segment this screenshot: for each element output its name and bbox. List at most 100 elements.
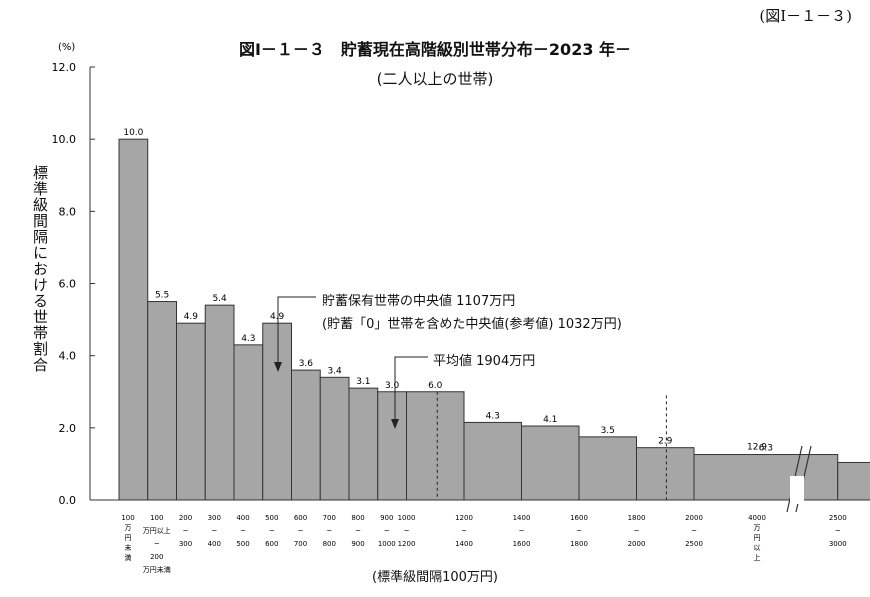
x-tick-label: 1000: [398, 514, 416, 522]
bar-value-label: 5.4: [212, 294, 227, 304]
bar: [837, 461, 870, 501]
median-annotation-line2: (貯蓄「0」世帯を含めた中央値(参考値) 1032万円): [322, 317, 622, 332]
x-tick-label: ~: [835, 527, 841, 535]
bar: [233, 344, 264, 501]
x-tick-label: 1800: [628, 514, 646, 522]
bar: [291, 369, 321, 501]
figure-reference: (図Ⅰ－１－３): [759, 7, 852, 25]
bar: [406, 391, 465, 501]
bar-value-label: 5.5: [155, 291, 169, 301]
y-tick-label: 12.0: [52, 61, 77, 74]
bar-value-label: 6.0: [428, 381, 443, 391]
y-axis-label: 標準級間隔における世帯割合: [31, 165, 49, 373]
x-tick-label: 1200: [455, 514, 473, 522]
x-tick-label: 以: [754, 544, 761, 552]
x-tick-label: 800: [323, 540, 336, 548]
x-tick-label: 500: [265, 514, 278, 522]
x-tick-label: 未: [125, 543, 132, 552]
x-axis-label: (標準級間隔100万円): [372, 570, 498, 585]
x-tick-label: 1600: [513, 540, 531, 548]
bar-value-label: 10.0: [123, 128, 143, 138]
y-tick-label: 4.0: [59, 350, 77, 363]
x-tick-label: 900: [380, 514, 393, 522]
x-tick-label: 800: [351, 514, 364, 522]
chart-subtitle: (二人以上の世帯): [376, 70, 494, 88]
x-tick-label: 万円以上: [143, 526, 171, 535]
x-tick-label: 100: [150, 514, 163, 522]
x-tick-label: 900: [351, 540, 364, 548]
x-tick-label: 円: [125, 534, 132, 542]
x-tick-label: ~: [269, 527, 275, 535]
bar-value-label: 12.9: [747, 442, 767, 452]
x-tick-label: 1600: [570, 514, 588, 522]
median-annotation-line1: 貯蓄保有世帯の中央値 1107万円: [322, 294, 516, 309]
bar: [521, 425, 580, 501]
y-axis-unit: (%): [58, 42, 75, 53]
x-tick-label: 2000: [685, 514, 703, 522]
median-arrow-line: [277, 296, 316, 370]
bar: [636, 447, 695, 501]
x-tick-label: ~: [211, 527, 217, 535]
x-tick-label: ~: [154, 540, 160, 548]
x-tick-label: 200: [150, 553, 163, 561]
x-tick-label: ~: [519, 527, 525, 535]
x-tick-label: 600: [294, 514, 307, 522]
y-tick-label: 0.0: [59, 494, 77, 507]
x-tick-label: 500: [236, 540, 249, 548]
x-tick-label: 400: [236, 514, 249, 522]
bar-value-label: 3.1: [356, 377, 370, 387]
mean-arrow-head: [391, 419, 399, 429]
x-tick-label: 2500: [685, 540, 703, 548]
x-tick-label: 300: [179, 540, 192, 548]
bar: [463, 421, 522, 501]
mean-annotation: 平均値 1904万円: [433, 354, 536, 369]
bar: [348, 387, 379, 501]
x-tick-label: 万: [754, 524, 761, 532]
bar-value-label: 2.9: [658, 437, 673, 447]
bar-value-label: 3.4: [327, 366, 342, 376]
x-tick-label: 満: [125, 554, 132, 562]
bar-value-label: 4.9: [184, 312, 199, 322]
bar-value-label: 4.3: [241, 334, 255, 344]
axis-break-gap: [790, 476, 804, 504]
x-tick-label: ~: [461, 527, 467, 535]
x-tick-label: 1800: [570, 540, 588, 548]
x-tick-label: ~: [404, 527, 410, 535]
bar-value-label: 4.9: [270, 312, 285, 322]
x-tick-label: 4000: [748, 514, 766, 522]
bar: [319, 376, 350, 501]
x-tick-label: ~: [384, 527, 390, 535]
bar-value-label: 4.1: [543, 415, 557, 425]
x-tick-label: 300: [208, 514, 221, 522]
y-tick-label: 6.0: [59, 278, 77, 291]
y-tick-label: 10.0: [52, 133, 77, 146]
median-arrow-head: [274, 362, 282, 372]
x-tick-label: 1200: [398, 540, 416, 548]
x-tick-label: 万: [125, 524, 132, 532]
bar: [176, 322, 206, 501]
x-tick-label: ~: [355, 527, 361, 535]
mean-arrow-line: [394, 356, 428, 427]
bar: [377, 391, 407, 501]
bar: [204, 304, 235, 501]
bar-value-label: 4.3: [486, 411, 500, 421]
chart-title: 図Ⅰ－１－３ 貯蓄現在高階級別世帯分布－2023 年－: [238, 40, 632, 59]
x-tick-label: 1000: [378, 540, 396, 548]
x-tick-label: 2000: [628, 540, 646, 548]
bar-value-label: 3.6: [299, 359, 314, 369]
bar: [578, 436, 637, 501]
y-tick-label: 8.0: [59, 205, 77, 218]
x-tick-label: 3000: [829, 540, 847, 548]
x-tick-label: ~: [691, 527, 697, 535]
x-tick-label: 700: [323, 514, 336, 522]
x-tick-label: 700: [294, 540, 307, 548]
x-tick-label: 100: [121, 514, 134, 522]
bar-value-label: 3.5: [601, 426, 615, 436]
y-tick-label: 2.0: [59, 422, 77, 435]
bar: [262, 322, 292, 501]
x-tick-label: ~: [634, 527, 640, 535]
x-tick-label: ~: [240, 527, 246, 535]
x-tick-label: ~: [326, 527, 332, 535]
bar: [693, 454, 839, 501]
